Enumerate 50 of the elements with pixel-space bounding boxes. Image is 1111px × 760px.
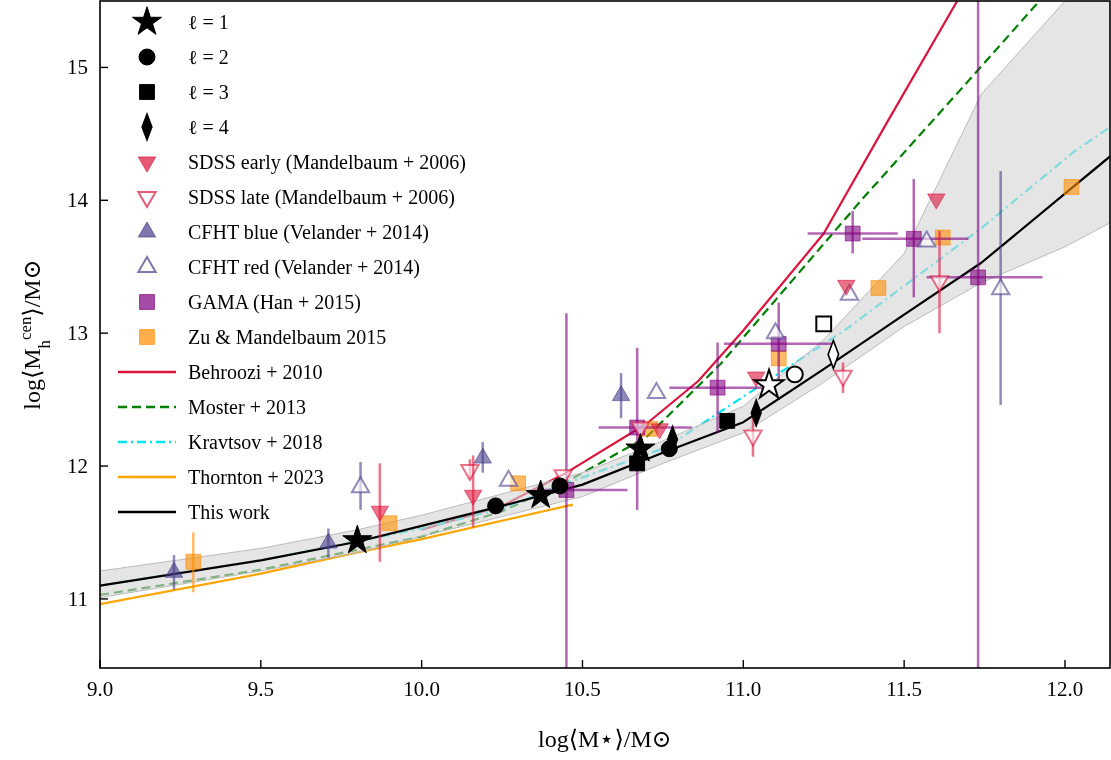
x-tick-label: 10.0	[403, 677, 441, 701]
point	[487, 497, 505, 515]
point	[709, 379, 726, 396]
point	[785, 365, 804, 384]
legend-label: This work	[188, 501, 270, 523]
point	[350, 476, 371, 494]
point	[625, 433, 656, 462]
legend-label: ℓ = 4	[188, 116, 229, 138]
point	[870, 280, 887, 296]
legend-label: ℓ = 3	[188, 81, 229, 103]
legend-label: SDSS early (Mandelbaum + 2006)	[188, 151, 466, 174]
legend-label: ℓ = 1	[188, 11, 229, 33]
legend-label: SDSS late (Mandelbaum + 2006)	[188, 186, 455, 209]
x-tick-label: 9.5	[247, 677, 274, 701]
point	[765, 322, 786, 340]
legend-label: Thornton + 2023	[188, 466, 324, 488]
x-tick-label: 11.5	[886, 677, 923, 701]
x-tick-label: 10.5	[564, 677, 601, 701]
legend-label: Behroozi + 2010	[188, 361, 323, 383]
point	[611, 385, 631, 402]
y-tick-label: 13	[67, 321, 88, 346]
x-tick-label: 12.0	[1046, 677, 1084, 701]
point	[185, 553, 202, 570]
legend-label: GAMA (Han + 2015)	[188, 291, 361, 314]
legend-label: Moster + 2013	[188, 396, 306, 418]
point	[551, 477, 569, 495]
legend-label: CFHT blue (Velander + 2014)	[188, 221, 429, 244]
point	[1063, 179, 1080, 195]
point	[815, 315, 833, 333]
x-tick-label: 9.0	[86, 677, 114, 701]
legend-label: Zu & Mandelbaum 2015	[188, 326, 387, 348]
point	[719, 412, 736, 429]
point	[525, 479, 556, 509]
point	[381, 515, 398, 532]
legend-label: CFHT red (Velander + 2014)	[188, 256, 420, 279]
point	[751, 366, 787, 400]
y-tick-label: 11	[67, 586, 88, 611]
point	[342, 524, 373, 554]
legend-label: ℓ = 2	[188, 46, 229, 68]
point	[660, 440, 678, 458]
point	[905, 230, 922, 247]
y-tick-label: 15	[67, 55, 88, 80]
y-tick-label: 14	[67, 188, 89, 213]
point	[970, 269, 987, 286]
line-series	[100, 503, 574, 606]
y-tick-label: 12	[67, 454, 88, 479]
legend-label: Kravtsov + 2018	[188, 431, 323, 453]
point	[844, 225, 861, 242]
x-axis-title: log⟨M⋆⟩/M⊙	[538, 726, 672, 752]
x-tick-label: 11.0	[725, 677, 762, 701]
